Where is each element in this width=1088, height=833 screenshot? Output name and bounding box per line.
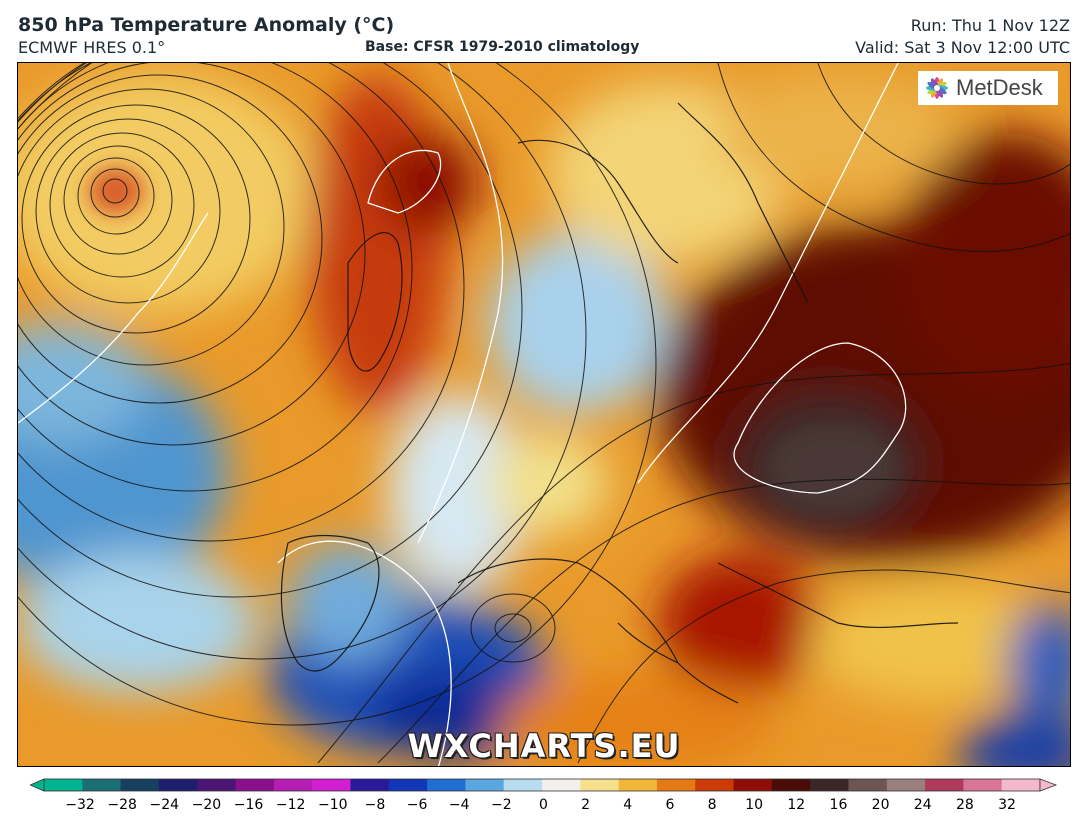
colorbar-min-arrow xyxy=(30,778,45,792)
metdesk-logo-text: MetDesk xyxy=(956,75,1043,100)
colorbar-tick-label: 20 xyxy=(871,797,890,813)
colorbar-tick-label: 0 xyxy=(539,797,548,813)
model-name: ECMWF HRES 0.1° xyxy=(18,38,166,57)
colorbar-cell xyxy=(197,779,237,791)
colorbar-tick-label: −12 xyxy=(275,797,306,813)
metdesk-flower-icon xyxy=(926,77,948,99)
colorbar-cell xyxy=(350,779,390,791)
colorbar-cell xyxy=(580,779,620,791)
colorbar-tick-label: 32 xyxy=(998,797,1016,813)
colorbar-cell xyxy=(158,779,198,791)
chart-title: 850 hPa Temperature Anomaly (°C) xyxy=(18,14,395,36)
colorbar-cell xyxy=(886,779,926,791)
colorbar-cell xyxy=(848,779,888,791)
colorbar-cell xyxy=(503,779,543,791)
colorbar-tick-label: 28 xyxy=(955,797,974,813)
colorbar-tick-labels: −32 −28 −24 −20 −16 −12 −10 −8 −6 −4 −2 0 2 4 6 8 10 12 16… xyxy=(0,797,1088,821)
anomaly-map: MetDesk WXCHARTS.EU xyxy=(17,62,1071,767)
colorbar-cell xyxy=(618,779,658,791)
colorbar-tick-label: 16 xyxy=(829,797,848,813)
colorbar-cell xyxy=(427,779,466,791)
colorbar-cell xyxy=(771,779,811,791)
colorbar-cell xyxy=(656,779,696,791)
anomaly-field xyxy=(18,63,1070,766)
colorbar-tick-label: −28 xyxy=(107,797,137,813)
colorbar-cell xyxy=(695,779,735,791)
colorbar-cell xyxy=(963,779,1003,791)
colorbar-tick-label: 6 xyxy=(665,797,675,813)
colorbar-tick-label: −24 xyxy=(149,797,180,813)
colorbar-cell xyxy=(1001,779,1041,791)
colorbar-tick-label: −4 xyxy=(448,797,470,813)
climatology-base: Base: CFSR 1979-2010 climatology xyxy=(365,39,640,55)
colorbar-tick-label: −6 xyxy=(406,797,428,813)
colorbar xyxy=(30,778,1058,792)
colorbar-cell xyxy=(925,779,964,791)
colorbar-cell xyxy=(542,779,581,791)
colorbar-tick-label: 8 xyxy=(707,797,717,813)
colorbar-cell xyxy=(120,779,160,791)
colorbar-tick-label: 10 xyxy=(745,797,764,813)
colorbar-tick-label: 2 xyxy=(581,797,591,813)
run-time: Run: Thu 1 Nov 12Z xyxy=(910,16,1070,35)
colorbar-tick-label: −8 xyxy=(364,797,386,813)
colorbar-tick-label: −10 xyxy=(318,797,348,813)
colorbar-cell xyxy=(733,779,773,791)
colorbar-cell xyxy=(388,779,428,791)
colorbar-tick-label: 24 xyxy=(913,797,932,813)
colorbar-tick-label: −20 xyxy=(191,797,222,813)
wxcharts-watermark: WXCHARTS.EU xyxy=(407,727,681,765)
valid-time: Valid: Sat 3 Nov 12:00 UTC xyxy=(855,38,1070,57)
colorbar-cell xyxy=(273,779,313,791)
colorbar-tick-label: 4 xyxy=(623,797,633,813)
colorbar-cell xyxy=(82,779,122,791)
colorbar-cell xyxy=(810,779,850,791)
colorbar-cell xyxy=(44,779,83,791)
colorbar-tick-label: −32 xyxy=(65,797,95,813)
colorbar-tick-label: −16 xyxy=(233,797,264,813)
colorbar-tick-label: −2 xyxy=(491,797,512,813)
metdesk-logo: MetDesk xyxy=(918,71,1058,105)
colorbar-tick-label: 12 xyxy=(787,797,806,813)
colorbar-max-arrow xyxy=(1039,778,1058,792)
colorbar-cell xyxy=(235,779,275,791)
colorbar-cell xyxy=(465,779,505,791)
colorbar-cell xyxy=(312,779,352,791)
